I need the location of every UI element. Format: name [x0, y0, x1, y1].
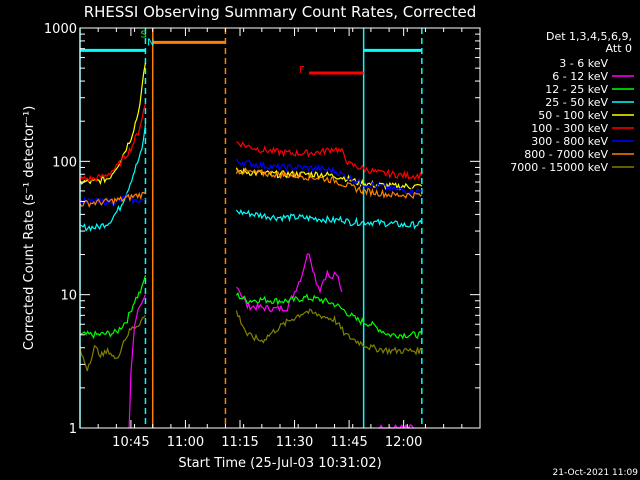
legend-label-3: 25 - 50 keV	[545, 96, 608, 109]
x-tick-label-11:15: 11:15	[221, 435, 258, 450]
series-line-8-seg-0	[79, 314, 146, 372]
annotation-n: N	[147, 37, 154, 48]
y-tick-label-1000: 1000	[44, 22, 77, 37]
y-axis-label: Corrected Count Rate (s⁻¹ detector⁻¹)	[22, 106, 37, 351]
x-axis-label: Start Time (25-Jul-03 10:31:02)	[178, 456, 381, 471]
legend-label-2: 12 - 25 keV	[545, 83, 608, 96]
chart-title: RHESSI Observing Summary Count Rates, Co…	[84, 3, 477, 21]
series-line-5-seg-0	[79, 103, 147, 183]
legend-header-line-1: Det 1,3,4,5,6,9,	[546, 30, 632, 43]
footer-date: 21-Oct-2021 11:09	[553, 468, 639, 478]
series-line-0-seg-0	[132, 364, 145, 429]
x-tick-label-11:30: 11:30	[276, 435, 313, 450]
legend-header-line-2: Att 0	[606, 42, 632, 55]
legend-label-0: 3 - 6 keV	[559, 57, 608, 70]
plot-area: SN F	[79, 28, 423, 429]
series-line-2-seg-0	[79, 275, 147, 340]
legend-label-6: 300 - 800 keV	[531, 135, 608, 148]
legend-label-1: 6 - 12 keV	[552, 70, 608, 83]
annotation-s: S	[140, 29, 146, 40]
series-line-3-seg-0	[79, 124, 147, 232]
legend-label-8: 7000 - 15000 keV	[510, 161, 608, 174]
axes: 10:45 11:00 11:15 11:30 11:45 12:00 1 10 100 1000	[44, 22, 481, 450]
legend-label-5: 100 - 300 keV	[531, 122, 608, 135]
series-line-2-seg-1	[235, 291, 423, 340]
series-line-6-seg-1	[235, 158, 422, 195]
x-tick-label-10:45: 10:45	[112, 435, 149, 450]
x-tick-label-11:00: 11:00	[167, 435, 204, 450]
y-tick-label-1: 1	[69, 422, 77, 437]
x-tick-label-11:45: 11:45	[330, 435, 367, 450]
series-line-8-seg-1	[235, 308, 423, 356]
y-tick-label-100: 100	[52, 155, 77, 170]
legend-label-7: 800 - 7000 keV	[524, 148, 608, 161]
legend-label-4: 50 - 100 keV	[538, 109, 608, 122]
series-line-7-seg-1	[235, 167, 423, 200]
series-line-0-seg-1	[235, 263, 343, 385]
annotation-f: F	[299, 65, 305, 76]
series-line-5-seg-1	[236, 141, 423, 182]
series-line-7-seg-0	[79, 191, 146, 209]
series-line-1-seg-0	[128, 294, 147, 429]
series-line-1-seg-1	[236, 253, 343, 313]
series-line-3-seg-1	[235, 208, 423, 230]
y-tick-label-10: 10	[60, 289, 77, 304]
x-tick-label-12:00: 12:00	[385, 435, 422, 450]
series-line-4-seg-0	[79, 62, 147, 186]
